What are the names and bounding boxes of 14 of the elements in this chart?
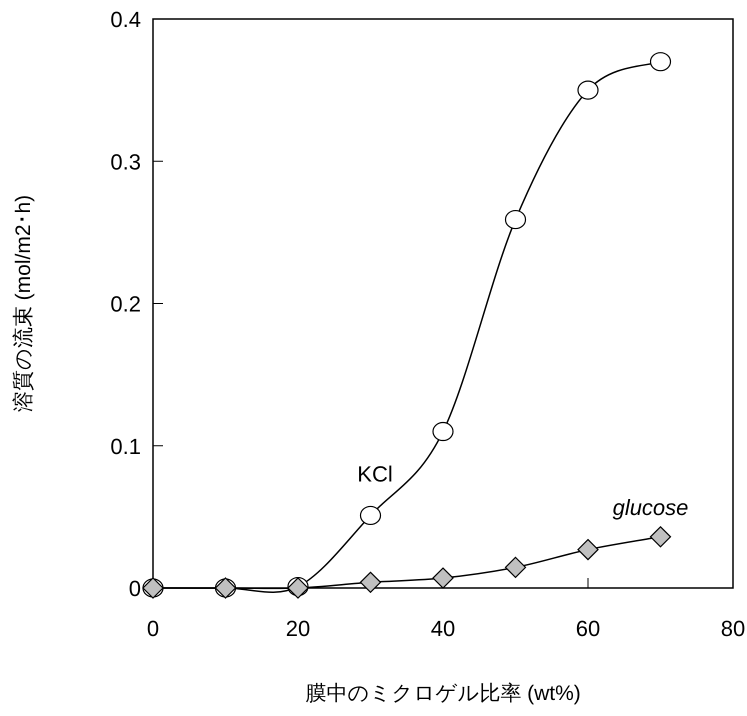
- series-label: KCl: [357, 461, 393, 486]
- x-tick-label: 80: [720, 616, 746, 641]
- y-tick-label: 0.1: [110, 434, 141, 459]
- y-tick-label: 0.2: [110, 292, 141, 316]
- y-tick-label: 0: [128, 576, 141, 601]
- x-tick-label: 0: [146, 616, 160, 641]
- y-axis-title: 溶質の流束 (mol/m2･h): [12, 194, 35, 412]
- x-axis-title: 膜中のミクロゲル比率 (wt%): [305, 682, 581, 705]
- x-tick-label: 40: [430, 616, 456, 641]
- x-tick-label: 60: [576, 616, 600, 641]
- x-tick-label: 20: [286, 616, 310, 641]
- y-tick-label: 0.3: [110, 149, 141, 174]
- series-label: glucose: [612, 494, 688, 520]
- y-tick-label: 0.4: [110, 7, 141, 32]
